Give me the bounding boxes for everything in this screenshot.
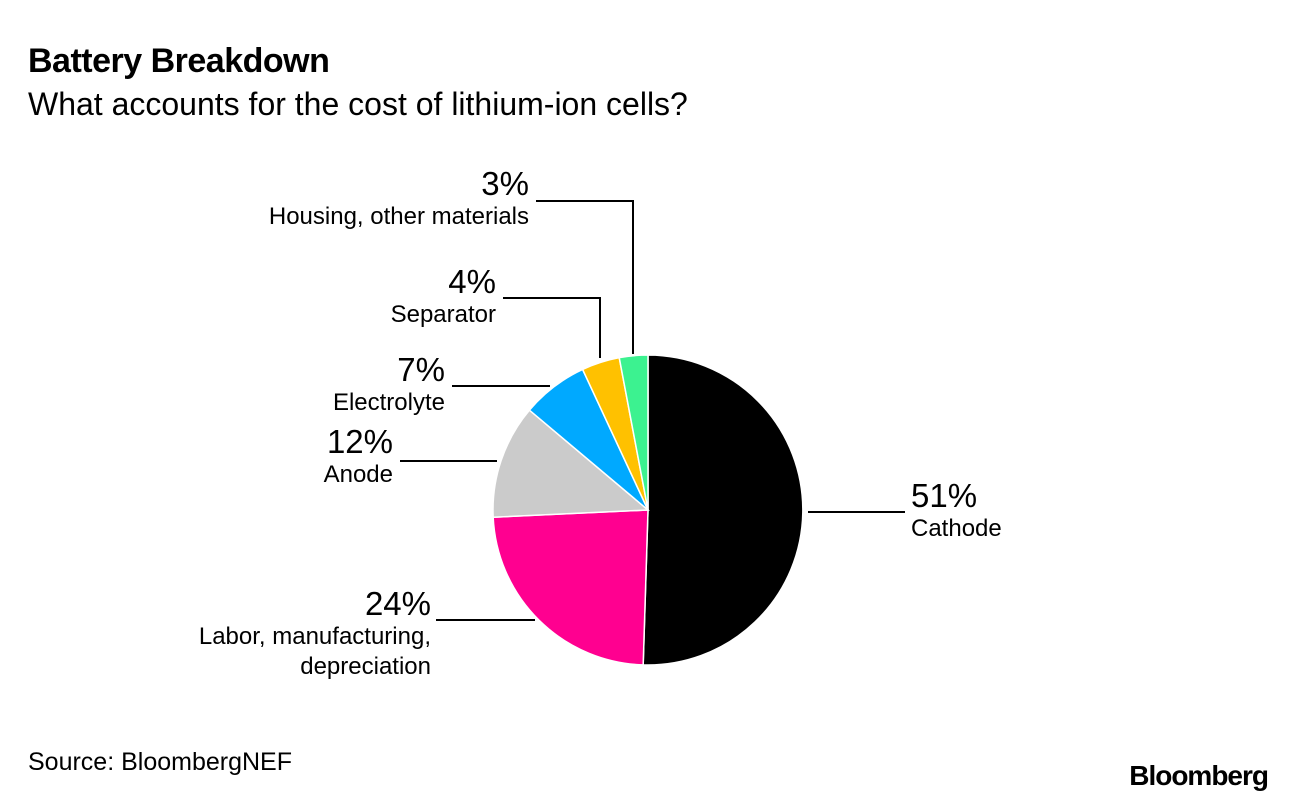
slice-name-separator: Separator [390,301,496,328]
slice-name-electrolyte: Electrolyte [332,389,445,416]
slice-label-labor: 24% Labor, manufacturing, depreciation [199,586,431,682]
pie-slice-cathode [642,354,804,666]
leader-lines [400,200,905,621]
pie-slice-housing-other-materials [618,354,649,511]
slice-value-labor: 24% [364,585,431,622]
pie-slice-labor-manufacturing-depreciation [492,509,649,666]
slice-label-anode: 12% Anode [324,424,393,490]
source-note: Source: BloombergNEF [28,748,293,776]
slice-label-cathode: 51% Cathode [911,478,1002,544]
bloomberg-logo: Bloomberg [1129,760,1269,791]
slice-label-housing: 3% Housing, other materials [269,166,529,232]
slice-name-cathode: Cathode [911,515,1002,542]
slice-value-housing: 3% [481,165,529,202]
slice-name-labor-line2: depreciation [300,653,431,680]
pie-slices [492,354,804,666]
slice-value-cathode: 51% [911,477,978,514]
slice-name-labor-line1: Labor, manufacturing, [198,623,431,650]
chart-title: Battery Breakdown [28,42,330,80]
leader-line-housing [536,200,634,354]
chart-subtitle: What accounts for the cost of lithium-io… [28,86,688,122]
pie-slice-anode [492,409,650,519]
slice-label-electrolyte: 7% Electrolyte [333,352,445,418]
slice-value-anode: 12% [326,423,393,460]
leader-line-separator [503,297,601,358]
slice-value-electrolyte: 7% [397,351,445,388]
slice-name-housing: Housing, other materials [268,203,529,230]
slice-name-anode: Anode [323,461,393,488]
slice-value-separator: 4% [448,263,496,300]
slice-label-separator: 4% Separator [391,264,496,330]
